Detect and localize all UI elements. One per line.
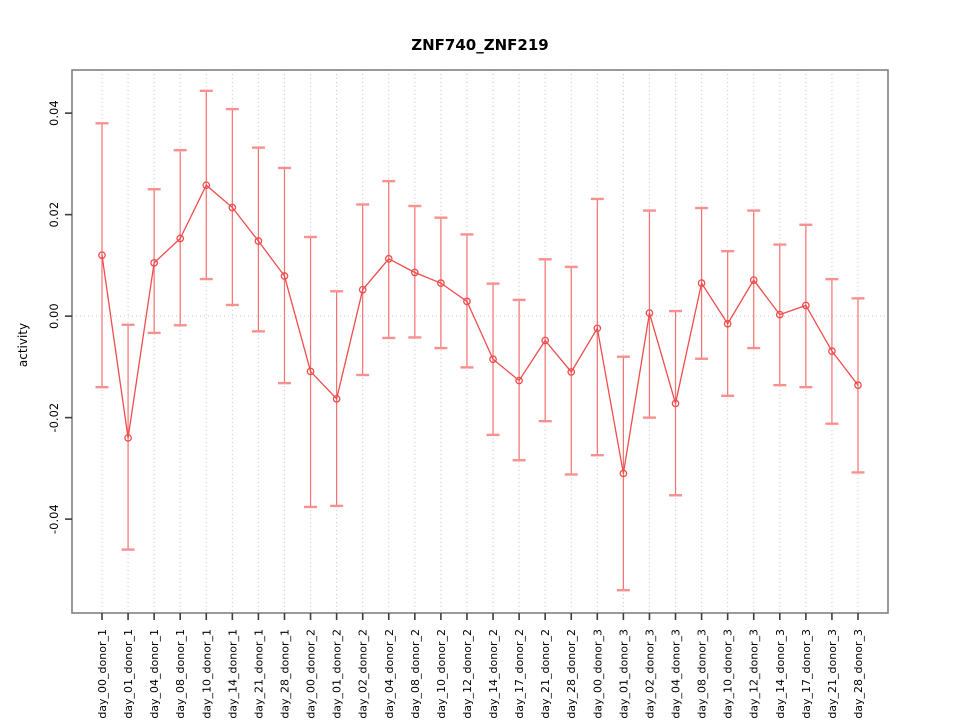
x-tick-label: day_00_donor_1 (96, 629, 109, 719)
data-point (358, 285, 367, 294)
data-point (593, 324, 602, 333)
data-point (567, 368, 576, 376)
data-point (176, 234, 185, 243)
x-tick-label: day_28_donor_1 (278, 629, 291, 719)
x-tick-label: day_02_donor_3 (643, 629, 656, 719)
data-point (697, 279, 706, 287)
data-point (202, 181, 211, 190)
data-point (619, 469, 628, 478)
x-tick-label: day_08_donor_1 (174, 629, 187, 719)
data-point (306, 367, 315, 376)
x-tick-label: day_01_donor_3 (617, 629, 630, 719)
x-tick-label: day_21_donor_3 (826, 629, 839, 719)
data-point (802, 301, 810, 310)
data-point (98, 251, 106, 260)
error-bars (95, 89, 865, 592)
x-tick-label: day_04_donor_2 (383, 629, 396, 719)
data-point (749, 276, 758, 284)
data-point (775, 310, 784, 319)
y-axis-title-text: activity (16, 322, 30, 368)
y-axis-labels: 0.04 0.02 0.00 -0.02 -0.04 (47, 100, 61, 534)
x-tick-label: day_12_donor_2 (461, 629, 474, 719)
data-point (332, 394, 341, 403)
y-tick-label: 0.02 (47, 202, 61, 228)
data-point (463, 297, 471, 306)
x-tick-label: day_00_donor_2 (305, 629, 318, 719)
x-tick-label: day_08_donor_3 (696, 629, 709, 719)
x-tick-label: day_14_donor_2 (487, 629, 500, 719)
x-tick-label: day_17_donor_2 (513, 629, 526, 719)
y-tick-label: 0.00 (47, 303, 61, 329)
x-tick-label: day_28_donor_3 (852, 629, 865, 719)
data-point (410, 268, 419, 277)
x-tick-label: day_08_donor_2 (409, 629, 422, 719)
data-point (854, 381, 862, 389)
y-tick-label: -0.04 (47, 504, 61, 534)
x-tick-label: day_21_donor_2 (539, 629, 552, 719)
frame (71, 69, 889, 614)
y-tick-label: 0.04 (47, 100, 61, 126)
x-tick-label: day_00_donor_3 (591, 629, 604, 719)
x-tick-label: day_28_donor_2 (565, 629, 578, 719)
x-tick-label: day_10_donor_3 (722, 629, 735, 719)
data-point (828, 347, 836, 355)
data-point (541, 336, 550, 345)
series (101, 184, 859, 474)
data-point (228, 203, 237, 212)
x-tick-label: day_01_donor_2 (331, 629, 344, 719)
data-point (150, 258, 158, 267)
x-tick-label: day_17_donor_3 (800, 629, 813, 719)
data-point (723, 319, 732, 328)
data-point (645, 309, 654, 317)
data-point (515, 376, 523, 385)
x-axis-labels: day_00_donor_1 day_01_donor_1 day_04_donor… (96, 629, 865, 719)
data-point (671, 399, 680, 408)
x-tick-label: day_12_donor_3 (748, 629, 761, 719)
data-point (254, 237, 263, 245)
x-tick-label: day_01_donor_1 (122, 629, 135, 719)
plot-frame (71, 69, 889, 614)
axis-ticks (65, 112, 859, 620)
y-tick-label: -0.02 (47, 403, 61, 433)
gridlines (72, 70, 888, 613)
x-tick-label: day_14_donor_1 (226, 629, 239, 719)
series-line (101, 184, 859, 474)
x-tick-label: day_10_donor_1 (200, 629, 213, 719)
x-tick-label: day_04_donor_1 (148, 629, 161, 719)
x-tick-label: day_10_donor_2 (435, 629, 448, 719)
chart-title: ZNF740_ZNF219 (411, 36, 549, 54)
x-tick-label: day_02_donor_2 (357, 629, 370, 719)
data-point (280, 272, 289, 280)
data-point (489, 355, 497, 364)
data-point (437, 279, 445, 287)
x-tick-label: day_21_donor_1 (252, 629, 265, 719)
data-points (98, 181, 862, 478)
data-point (124, 434, 132, 442)
x-tick-label: day_14_donor_3 (774, 629, 787, 719)
data-point (384, 254, 393, 263)
x-tick-label: day_04_donor_3 (670, 629, 683, 719)
